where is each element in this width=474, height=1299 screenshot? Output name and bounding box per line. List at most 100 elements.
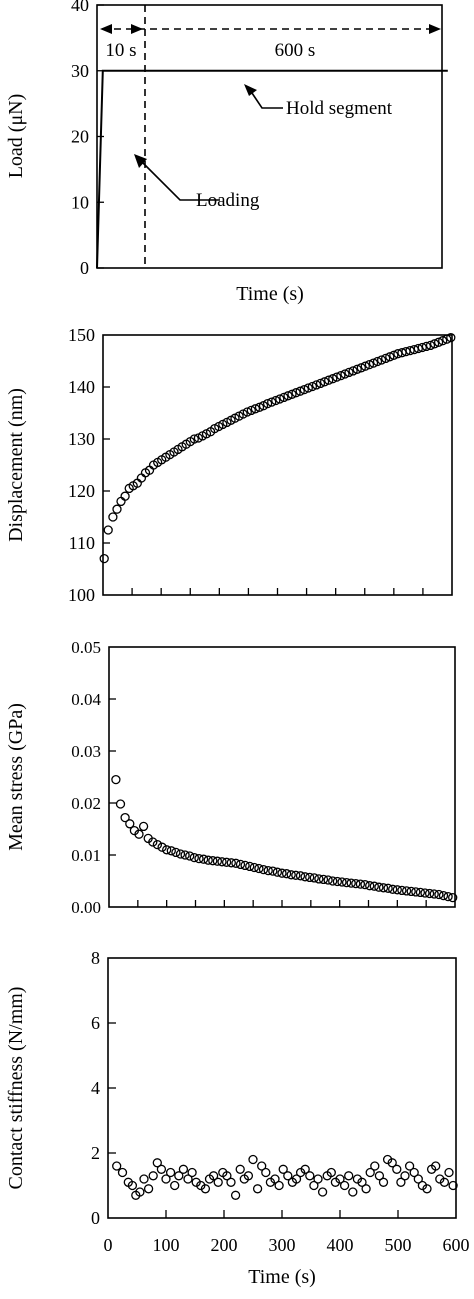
data-point bbox=[328, 374, 338, 384]
data-point bbox=[409, 1167, 419, 1178]
y-tick-label: 4 bbox=[91, 1078, 100, 1098]
data-point bbox=[332, 372, 342, 382]
data-point bbox=[272, 867, 283, 877]
x-tick-label: 600 bbox=[443, 1235, 470, 1255]
data-point bbox=[170, 1180, 180, 1191]
data-point bbox=[200, 1184, 211, 1194]
data-point bbox=[365, 881, 375, 891]
data-point bbox=[341, 877, 352, 888]
data-point bbox=[252, 1184, 263, 1194]
data-point bbox=[217, 857, 227, 867]
data-point bbox=[344, 1171, 354, 1181]
data-point bbox=[446, 332, 456, 343]
data-point bbox=[191, 1177, 201, 1187]
data-point bbox=[404, 1161, 415, 1171]
data-point bbox=[178, 1164, 189, 1174]
data-point bbox=[208, 856, 218, 866]
data-point bbox=[208, 1171, 219, 1181]
data-point bbox=[299, 384, 309, 395]
data-point bbox=[448, 1180, 458, 1191]
data-point bbox=[417, 342, 427, 353]
data-point bbox=[337, 877, 347, 887]
data-point bbox=[364, 359, 375, 370]
data-point bbox=[134, 829, 144, 839]
data-point bbox=[196, 1180, 206, 1191]
data-point bbox=[415, 887, 426, 898]
data-point bbox=[315, 378, 326, 389]
time-span-arrowhead-mid bbox=[131, 24, 143, 34]
data-point bbox=[127, 1180, 138, 1191]
data-point bbox=[382, 1154, 393, 1165]
data-point bbox=[324, 375, 334, 385]
data-point bbox=[378, 883, 389, 893]
data-point bbox=[275, 394, 285, 404]
data-point bbox=[258, 864, 269, 875]
data-point bbox=[443, 891, 453, 902]
data-point bbox=[396, 1177, 406, 1187]
data-point bbox=[429, 339, 440, 349]
time-span-arrowhead-right bbox=[429, 24, 441, 34]
y-tick-label: 40 bbox=[71, 0, 89, 15]
segment-1-label: 10 s bbox=[105, 40, 136, 61]
data-point bbox=[286, 870, 296, 880]
data-point bbox=[361, 1184, 371, 1194]
stiffness-y-axis-label: Contact stiffness (N/mm) bbox=[5, 987, 27, 1190]
data-point bbox=[360, 879, 370, 890]
stiffness-x-axis-label: Time (s) bbox=[248, 1266, 316, 1288]
displacement-y-axis-label: Displacement (nm) bbox=[5, 388, 27, 542]
data-point bbox=[271, 395, 281, 406]
y-tick-label: 0 bbox=[80, 258, 89, 278]
data-point bbox=[231, 858, 241, 868]
data-point bbox=[411, 887, 421, 897]
segment-2-label: 600 s bbox=[275, 40, 316, 61]
data-point bbox=[431, 1161, 441, 1171]
data-point bbox=[152, 839, 163, 850]
data-point bbox=[116, 496, 126, 507]
data-point bbox=[374, 882, 384, 892]
data-point bbox=[370, 1161, 380, 1171]
hold-segment-label: Hold segment bbox=[286, 98, 393, 119]
data-point bbox=[138, 821, 149, 832]
data-point bbox=[374, 1171, 385, 1181]
y-tick-label: 100 bbox=[68, 585, 95, 605]
data-point bbox=[385, 352, 395, 362]
data-point bbox=[357, 1177, 367, 1187]
data-point bbox=[245, 861, 255, 872]
data-point bbox=[261, 1167, 271, 1178]
data-point bbox=[162, 845, 172, 855]
data-point bbox=[120, 812, 130, 823]
data-point bbox=[111, 774, 121, 785]
data-point bbox=[433, 337, 444, 347]
data-point bbox=[422, 1184, 432, 1194]
data-point bbox=[387, 1158, 397, 1168]
data-point bbox=[235, 1164, 245, 1174]
y-tick-label: 140 bbox=[68, 377, 95, 397]
data-point bbox=[401, 886, 412, 896]
data-point bbox=[406, 886, 416, 897]
data-point bbox=[115, 799, 126, 809]
data-point bbox=[148, 1171, 158, 1181]
y-tick-label: 0.04 bbox=[71, 690, 101, 709]
data-point bbox=[307, 381, 318, 392]
data-point bbox=[346, 878, 356, 888]
data-point bbox=[303, 383, 313, 393]
loading-pointer-arrowhead bbox=[134, 154, 147, 168]
data-point bbox=[143, 1184, 154, 1194]
hold-pointer-line bbox=[251, 92, 283, 109]
data-point bbox=[400, 1171, 410, 1181]
time-span-arrowhead-left bbox=[100, 24, 112, 34]
data-point bbox=[267, 397, 277, 407]
y-tick-label: 150 bbox=[68, 325, 95, 345]
y-tick-label: 120 bbox=[68, 481, 95, 501]
data-point bbox=[444, 1167, 454, 1178]
data-point bbox=[330, 1177, 341, 1187]
data-point bbox=[309, 873, 319, 883]
data-point bbox=[305, 1171, 315, 1181]
data-point bbox=[295, 386, 305, 396]
data-point bbox=[383, 883, 393, 893]
data-point bbox=[434, 889, 444, 900]
data-point bbox=[265, 1177, 276, 1187]
x-tick-label: 400 bbox=[327, 1235, 354, 1255]
data-point bbox=[300, 1164, 310, 1174]
data-point bbox=[309, 1180, 319, 1191]
